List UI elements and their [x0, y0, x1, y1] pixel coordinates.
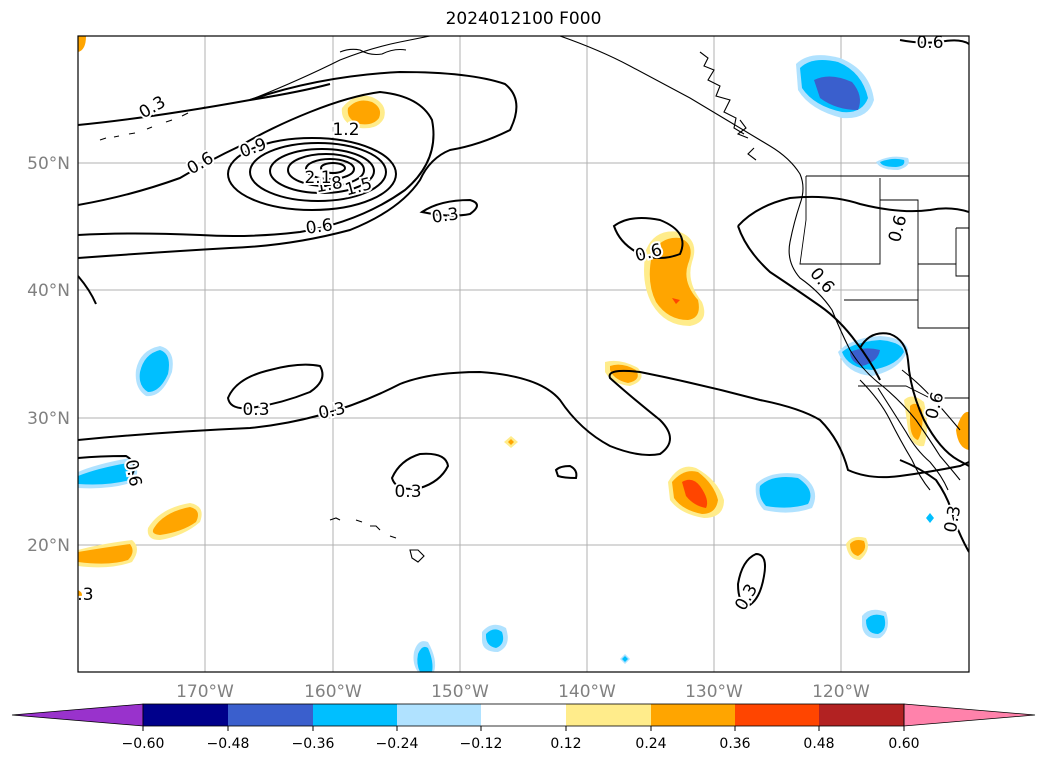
map-area	[78, 36, 969, 672]
colorbar-segment	[397, 704, 481, 726]
negative-anomaly-blob	[759, 477, 811, 508]
negative-anomaly-blob	[486, 629, 504, 648]
colorbar-tick-label: −0.24	[376, 736, 419, 752]
contour-label: 0.3	[394, 482, 421, 502]
positive-anomaly-blob	[682, 479, 708, 508]
positive-anomaly-blob	[347, 100, 381, 125]
contour-label: 0.3	[431, 204, 461, 228]
negative-anomaly-blob	[880, 158, 905, 167]
colorbar-segment	[651, 704, 735, 726]
lon-label: 150°W	[431, 682, 489, 702]
contour-label: 0.6	[305, 215, 335, 239]
lon-label: 170°W	[176, 682, 234, 702]
political-borders	[799, 175, 969, 399]
positive-anomaly-blob	[78, 590, 82, 602]
colorbar-tick-label: −0.48	[207, 736, 250, 752]
colorbar-tick-label: −0.36	[292, 736, 335, 752]
colorbar-segment	[819, 704, 904, 726]
colorbar-tick-label: 0.24	[635, 736, 666, 752]
graticule	[78, 36, 969, 672]
map-frame	[77, 35, 970, 673]
negative-anomaly-blob	[814, 76, 860, 110]
lat-label: 40°N	[27, 281, 70, 301]
colorbar-ticks: −0.60 −0.48 −0.36 −0.24 −0.12 0.12 0.24 …	[122, 726, 920, 752]
colorbar-segment	[735, 704, 819, 726]
positive-anomaly-blob	[78, 544, 133, 564]
lat-label: 20°N	[27, 536, 70, 556]
colorbar: −0.60 −0.48 −0.36 −0.24 −0.12 0.12 0.24 …	[11, 703, 1036, 752]
colorbar-extend-left	[11, 703, 144, 727]
colorbar-segment	[228, 704, 313, 726]
colorbar-extend-right	[903, 703, 1036, 727]
negative-anomaly-blob	[926, 513, 934, 523]
colorbar-segment	[566, 704, 651, 726]
positive-anomaly-blob	[508, 439, 514, 445]
contour-label: 0.3	[66, 585, 93, 605]
colorbar-tick-label: 0.36	[719, 736, 750, 752]
lon-label: 140°W	[558, 682, 616, 702]
positive-anomaly-blob	[152, 507, 198, 535]
positive-anomaly-blob	[672, 298, 680, 304]
colorbar-segment	[313, 704, 397, 726]
lat-label: 30°N	[27, 409, 70, 429]
shaded-anomalies	[78, 36, 969, 672]
lon-label: 120°W	[812, 682, 870, 702]
colorbar-tick-label: −0.60	[122, 736, 165, 752]
positive-anomaly-blob	[850, 540, 866, 556]
positive-anomaly-blob	[78, 36, 86, 52]
contour-label: 0.6	[916, 33, 943, 53]
contour-label: 0.3	[242, 400, 269, 420]
negative-anomaly-blob	[78, 463, 133, 485]
colorbar-tick-label: 0.48	[803, 736, 834, 752]
coastlines	[99, 36, 961, 563]
positive-anomaly-blob	[956, 411, 969, 450]
negative-anomaly-blob	[622, 656, 628, 662]
map-title: 2024012100 F000	[445, 9, 602, 29]
negative-anomaly-blob	[866, 614, 886, 634]
negative-anomaly-blob	[417, 646, 433, 672]
contour-label: 2.1	[304, 168, 331, 188]
contour-label: 1.2	[332, 120, 359, 140]
colorbar-tick-label: −0.12	[460, 736, 503, 752]
contour-lines	[78, 39, 969, 608]
latitude-labels: 50°N 40°N 30°N 20°N	[27, 154, 70, 556]
colorbar-segment	[143, 704, 228, 726]
positive-anomaly-blob	[610, 364, 638, 383]
longitude-labels: 170°W 160°W 150°W 140°W 130°W 120°W	[176, 682, 870, 702]
colorbar-tick-label: 0.60	[888, 736, 919, 752]
colorbar-tick-label: 0.12	[550, 736, 581, 752]
positive-anomaly-blob	[910, 403, 923, 440]
lon-label: 160°W	[304, 682, 362, 702]
negative-anomaly-blob	[139, 350, 169, 392]
lat-label: 50°N	[27, 154, 70, 174]
colorbar-segment	[481, 704, 566, 726]
lon-label: 130°W	[685, 682, 743, 702]
